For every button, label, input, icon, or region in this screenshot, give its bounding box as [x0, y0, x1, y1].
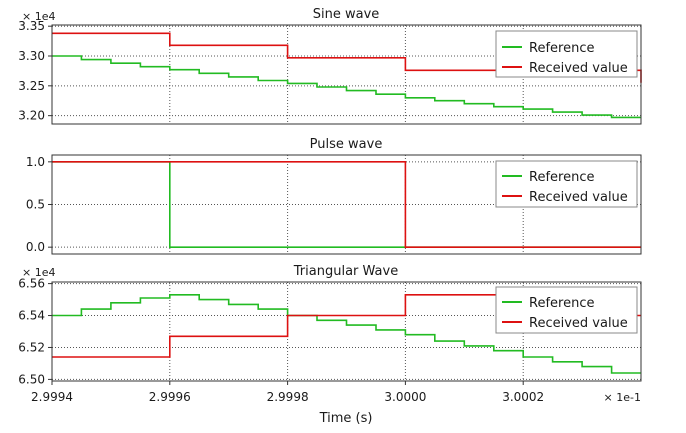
pulse-wave-ytick-label: 0.5 — [26, 198, 45, 212]
triangular-wave-legend-reference-label: Reference — [529, 296, 594, 311]
pulse-wave-panel: Pulse wave 1.0 0.5 0.0 Reference Received … — [26, 137, 642, 255]
sine-wave-reference-line — [52, 55, 641, 119]
pulse-wave-received-value-line — [52, 161, 641, 248]
pulse-wave-ytick-label: 1.0 — [26, 155, 45, 169]
triangular-wave-panel: Triangular Wave × 1e4 6.56 6.54 6.52 6.50 R… — [18, 264, 642, 386]
x-tick-label: 3.0002 — [502, 390, 544, 404]
triangular-wave-title: Triangular Wave — [293, 264, 398, 279]
triangular-wave-ytick-label: 6.52 — [18, 340, 45, 354]
pulse-wave-ytick-label: 0.0 — [26, 240, 45, 254]
sine-wave-ytick-label: 3.25 — [18, 79, 45, 93]
pulse-wave-legend-received-label: Received value — [529, 190, 628, 205]
x-exponent-label: × 1e-1 — [604, 391, 641, 404]
x-tick-label: 2.9998 — [267, 390, 309, 404]
sine-wave-legend: Reference Received value — [495, 30, 638, 78]
sine-wave-exponent-label: × 1e4 — [22, 10, 55, 23]
sine-wave-ytick-label: 3.30 — [18, 49, 45, 63]
triangular-wave-legend-box — [495, 286, 638, 334]
triangular-wave-exponent-label: × 1e4 — [22, 266, 55, 279]
x-axis-label: Time (s) — [319, 411, 373, 426]
pulse-wave-legend: Reference Received value — [495, 160, 638, 208]
sine-wave-legend-reference-label: Reference — [529, 41, 594, 56]
sine-wave-ytick-label: 3.35 — [18, 19, 45, 33]
triangular-wave-reference-line — [52, 294, 641, 374]
pulse-wave-legend-reference-label: Reference — [529, 170, 594, 185]
pulse-wave-legend-box — [495, 160, 638, 208]
sine-wave-legend-box — [495, 30, 638, 78]
triangular-wave-ytick-label: 6.56 — [18, 277, 45, 291]
sine-wave-legend-received-label: Received value — [529, 61, 628, 76]
triangular-wave-plot-frame — [51, 281, 642, 382]
sine-wave-panel: Sine wave × 1e4 3.35 3.30 3.25 3.20 Referen… — [18, 7, 642, 125]
pulse-wave-plot-frame — [51, 154, 642, 255]
x-tick-label: 2.9994 — [31, 390, 73, 404]
pulse-wave-title: Pulse wave — [310, 137, 383, 152]
sine-wave-ytick-label: 3.20 — [18, 109, 45, 123]
triangular-wave-ytick-label: 6.50 — [18, 372, 45, 386]
triangular-wave-legend-received-label: Received value — [529, 316, 628, 331]
x-tick-label: 2.9996 — [149, 390, 191, 404]
sine-wave-title: Sine wave — [313, 7, 380, 22]
x-tick-label: 3.0000 — [384, 390, 426, 404]
triangular-wave-legend: Reference Received value — [495, 286, 638, 334]
triangular-wave-ytick-label: 6.54 — [18, 309, 45, 323]
sine-wave-plot-frame — [51, 24, 642, 125]
x-axis: 2.9994 2.9996 2.9998 3.0000 3.0002 — [31, 381, 544, 404]
